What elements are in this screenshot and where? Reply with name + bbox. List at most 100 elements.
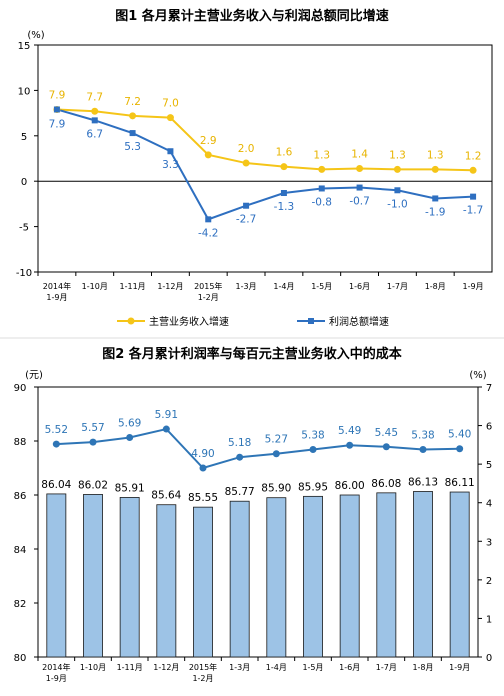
- cost-bar-label: 85.77: [225, 486, 255, 498]
- revenue-point: [91, 107, 99, 115]
- x-tick-label: 1-8月: [425, 282, 446, 291]
- right-y-tick-label: 5: [486, 460, 492, 471]
- profit-point: [318, 185, 325, 192]
- profit-point: [356, 184, 363, 191]
- chart-2-right-y-axis: 0 1 2 3 4 5 6 7: [478, 383, 492, 664]
- cost-bar: [449, 491, 470, 658]
- revenue-point: [431, 165, 439, 173]
- x-tick-label-line-1: 2015年: [194, 281, 222, 291]
- profit-margin-point: [89, 438, 97, 446]
- profit-growth-line: [56, 108, 474, 221]
- left-y-tick-label: 84: [14, 545, 27, 556]
- profit-margin-point: [236, 453, 244, 461]
- profit-margin-label: 5.38: [301, 429, 324, 441]
- chart-2-bars: 86.04 86.02 85.91 85.64 85.55 85.77 85.90 85.95…: [41, 476, 475, 658]
- cost-bar: [266, 497, 287, 658]
- x-tick-label-line-2: 1-9月: [46, 674, 67, 683]
- revenue-data-label: 1.3: [427, 149, 444, 161]
- right-y-tick-label: 7: [486, 383, 492, 394]
- x-tick-label: 1-11月: [120, 282, 146, 291]
- x-tick-label-line-2: 1-2月: [192, 674, 213, 683]
- chart-1-plot-frame: [37, 44, 493, 273]
- profit-margin-label: 4.90: [191, 448, 214, 460]
- legend-revenue-swatch-marker: [127, 317, 135, 325]
- chart-2-left-unit-label: (元): [25, 370, 43, 381]
- revenue-data-label: 2.9: [200, 135, 217, 147]
- x-tick-label: 1-10月: [82, 282, 108, 291]
- cost-bar-label: 86.11: [445, 477, 475, 489]
- x-tick-label: 1-3月: [229, 663, 250, 672]
- revenue-data-label: 7.2: [124, 96, 141, 108]
- cost-bar: [193, 506, 213, 658]
- profit-data-label: -1.0: [387, 198, 408, 210]
- profit-data-label: 6.7: [86, 128, 103, 140]
- profit-data-label: 5.3: [124, 141, 141, 153]
- x-tick-label: 1-12月: [157, 282, 183, 291]
- chart-1-unit-label: (%): [27, 30, 44, 41]
- profit-point: [129, 130, 136, 137]
- x-tick-label: 1-6月: [339, 663, 360, 672]
- y-tick-label: -5: [19, 223, 29, 234]
- x-tick-label: 1-3月: [236, 282, 257, 291]
- chart-2-x-axis: 2014年 1-9月 1-10月 1-11月 1-12月 2015年 1-2月 1-3月 1-4…: [37, 657, 470, 683]
- profit-margin-point: [199, 464, 207, 472]
- legend-revenue-label: 主营业务收入增速: [149, 315, 229, 328]
- profit-margin-point: [126, 434, 134, 442]
- revenue-data-label: 7.7: [86, 91, 103, 103]
- profit-margin-point: [272, 450, 280, 458]
- revenue-point: [356, 164, 364, 172]
- revenue-point: [242, 159, 250, 167]
- profit-margin-label: 5.45: [375, 427, 398, 439]
- profit-margin-label: 5.38: [411, 429, 434, 441]
- profit-data-label: -0.7: [349, 196, 370, 208]
- profit-margin-label: 5.91: [155, 409, 178, 421]
- x-tick-label: 1-4月: [266, 663, 287, 672]
- revenue-point: [204, 151, 212, 159]
- profit-margin-label: 5.57: [81, 422, 104, 434]
- cost-bar: [46, 493, 67, 658]
- chart-1-legend: 主营业务收入增速 利润总额增速: [117, 315, 389, 328]
- revenue-data-label: 1.2: [465, 150, 482, 162]
- profit-point: [205, 216, 212, 223]
- y-tick-label: -10: [16, 268, 32, 279]
- profit-margin-label: 5.69: [118, 418, 141, 430]
- right-y-tick-label: 6: [486, 422, 492, 433]
- profit-point: [53, 106, 60, 113]
- x-tick-label-line-1: 2014年: [43, 281, 71, 291]
- left-y-tick-label: 86: [14, 491, 27, 502]
- profit-data-label: -0.8: [312, 196, 333, 208]
- left-y-tick-label: 80: [14, 653, 27, 664]
- x-tick-label: 1-6月: [349, 282, 370, 291]
- profit-margin-label: 5.49: [338, 425, 361, 437]
- cost-bar: [229, 500, 250, 658]
- x-tick-label: 1-9月: [463, 282, 484, 291]
- revenue-data-label: 1.3: [389, 149, 406, 161]
- profit-data-label: -1.9: [425, 206, 446, 218]
- chart-2-line-series: 5.52 5.57 5.69 5.91 4.90 5.18 5.27 5.38 5.49 5.45…: [45, 409, 471, 472]
- profit-point: [91, 117, 98, 124]
- cost-bar: [119, 497, 140, 658]
- right-y-tick-label: 4: [486, 499, 492, 510]
- profit-margin-point: [456, 445, 464, 453]
- revenue-growth-line: [56, 108, 474, 172]
- y-tick-label: 5: [21, 132, 27, 143]
- x-tick-label: 1-7月: [387, 282, 408, 291]
- profit-point: [432, 195, 439, 202]
- right-y-tick-label: 0: [486, 653, 492, 664]
- cost-bar: [339, 494, 360, 658]
- x-tick-label-line-1: 2015年: [189, 662, 217, 672]
- right-y-tick-label: 2: [486, 576, 492, 587]
- chart-2-right-unit-label: (%): [469, 370, 486, 381]
- profit-data-label: 3.3: [162, 159, 179, 171]
- x-tick-label-line-2: 1-2月: [198, 293, 219, 302]
- cost-bar-label: 86.02: [78, 479, 108, 491]
- left-y-tick-label: 88: [14, 437, 27, 448]
- profit-data-label: -2.7: [236, 214, 257, 226]
- left-y-tick-label: 82: [14, 599, 27, 610]
- chart-2-title: 图2 各月累计利润率与每百元主营业务收入中的成本: [102, 346, 402, 362]
- chart-1-y-axis: -10 -5 0 5 10 15: [16, 41, 492, 279]
- revenue-point: [129, 112, 137, 120]
- cost-bar-label: 86.08: [371, 478, 401, 490]
